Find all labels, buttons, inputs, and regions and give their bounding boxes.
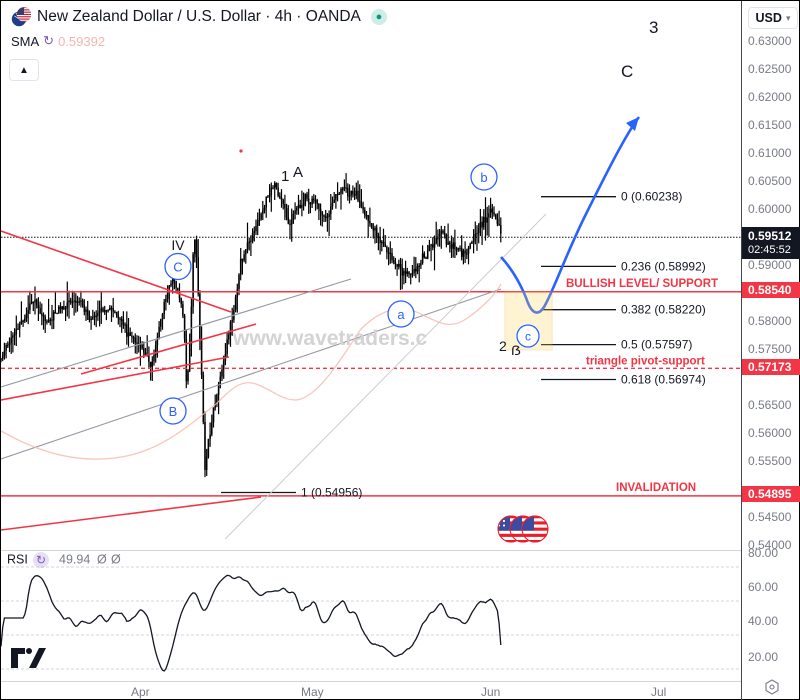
svg-text:IV: IV bbox=[171, 237, 185, 253]
svg-text:49.94: 49.94 bbox=[59, 553, 90, 567]
svg-text:BULLISH LEVEL/ SUPPORT: BULLISH LEVEL/ SUPPORT bbox=[566, 278, 718, 290]
svg-text:INVALIDATION: INVALIDATION bbox=[616, 482, 696, 494]
svg-text:Ø: Ø bbox=[111, 553, 121, 567]
svg-text:ẞ: ẞ bbox=[511, 342, 521, 358]
svg-text:0 (0.60238): 0 (0.60238) bbox=[621, 190, 682, 204]
svg-text:a: a bbox=[397, 307, 405, 322]
svg-text:C: C bbox=[173, 260, 182, 275]
svg-text:0.236 (0.58992): 0.236 (0.58992) bbox=[621, 259, 706, 273]
svg-text:B: B bbox=[169, 404, 178, 419]
svg-text:0.5 (0.57597): 0.5 (0.57597) bbox=[621, 338, 692, 352]
svg-text:triangle pivot-support: triangle pivot-support bbox=[586, 355, 705, 367]
svg-text:0.382 (0.58220): 0.382 (0.58220) bbox=[621, 303, 706, 317]
svg-text:1: 1 bbox=[281, 168, 289, 185]
svg-text:Ø: Ø bbox=[97, 553, 107, 567]
svg-text:A: A bbox=[293, 164, 303, 181]
svg-text:0.618 (0.56974): 0.618 (0.56974) bbox=[621, 373, 706, 387]
svg-text:2: 2 bbox=[499, 338, 507, 354]
svg-text:www.wavetraders.c: www.wavetraders.c bbox=[232, 327, 427, 350]
svg-text:RSI: RSI bbox=[7, 553, 28, 567]
svg-text:c: c bbox=[525, 330, 531, 344]
svg-text:1 (0.54956): 1 (0.54956) bbox=[301, 486, 362, 500]
svg-text:b: b bbox=[480, 170, 487, 185]
